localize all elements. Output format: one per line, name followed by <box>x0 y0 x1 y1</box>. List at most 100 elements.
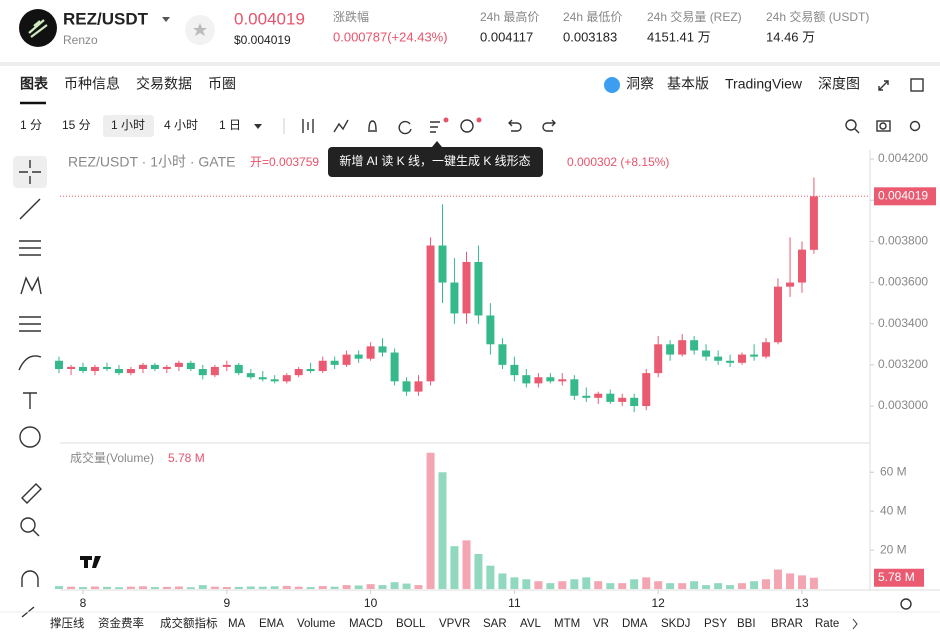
indicator[interactable]: VR <box>593 618 609 630</box>
candle-body <box>654 344 663 374</box>
x-tick-label: 9 <box>223 596 230 610</box>
volume-bar <box>438 472 447 589</box>
interval-dropdown[interactable] <box>254 124 262 129</box>
candle-body <box>103 366 112 369</box>
volume-bar <box>354 585 363 589</box>
indicator[interactable]: BOLL <box>396 618 426 630</box>
candle-body <box>426 245 435 382</box>
tab-right[interactable]: TradingView <box>725 76 803 92</box>
indicator[interactable]: AVL <box>520 618 541 630</box>
interval[interactable]: 4 小时 <box>164 118 198 132</box>
volume-bar <box>474 553 483 589</box>
volume-bar <box>618 583 627 589</box>
candle-body <box>498 344 507 365</box>
candle-body <box>809 196 818 250</box>
candle-body <box>246 373 255 378</box>
volume-bar <box>402 583 411 589</box>
indicator[interactable]: 撑压线 <box>50 616 85 630</box>
indicator[interactable]: MA <box>228 618 246 630</box>
indicator[interactable]: MTM <box>554 618 580 630</box>
settings-icon[interactable] <box>900 598 912 610</box>
candle-body <box>162 366 171 369</box>
candle-body <box>750 354 759 357</box>
tab-right[interactable]: 洞察 <box>626 76 654 92</box>
tab[interactable]: 币圈 <box>208 76 236 92</box>
indicator[interactable]: SAR <box>483 618 507 630</box>
drawing-tools[interactable] <box>18 160 42 618</box>
volume-bar <box>234 586 243 589</box>
indicator[interactable]: DMA <box>622 618 648 630</box>
y-tick-label: 0.004200 <box>878 151 928 165</box>
interval[interactable]: 1 分 <box>20 118 42 132</box>
price: 0.004019 <box>234 9 305 28</box>
pair-dropdown[interactable] <box>162 17 170 22</box>
tab-right[interactable]: 基本版 <box>667 76 709 92</box>
indicator[interactable]: EMA <box>259 618 284 630</box>
tooltip-arrow <box>432 141 442 147</box>
candle-body <box>570 379 579 396</box>
volume-bar <box>654 581 663 589</box>
indicator-arrow[interactable] <box>852 618 858 630</box>
indicator[interactable]: BBI <box>737 618 756 630</box>
candle-body <box>546 377 555 382</box>
interval[interactable]: 15 分 <box>62 118 91 132</box>
volume-bar <box>809 577 818 589</box>
badge <box>443 117 449 123</box>
candle-body <box>582 395 591 398</box>
volume-bar <box>773 569 782 589</box>
tab[interactable]: 交易数据 <box>136 76 192 92</box>
candle-body <box>67 366 76 369</box>
header-bg <box>0 0 940 62</box>
top-right-icons[interactable] <box>878 78 924 92</box>
y-tick-label: 0.003600 <box>878 275 928 289</box>
indicator[interactable]: BRAR <box>771 618 803 630</box>
candle-body <box>390 352 399 382</box>
indicator[interactable]: 成交额指标 <box>160 616 218 630</box>
coin-logo-mark <box>28 19 48 38</box>
candle-body <box>294 368 303 376</box>
volume-bar <box>630 579 639 589</box>
candle-body <box>522 375 531 384</box>
volume-bar <box>426 452 435 589</box>
volume-bar <box>103 586 112 589</box>
y-tick-label: 60 M <box>880 464 907 478</box>
toolbar-icons[interactable] <box>302 119 921 135</box>
star-icon <box>193 23 207 36</box>
indicator[interactable]: Rate <box>815 618 839 630</box>
tooltip <box>328 147 543 177</box>
y-tick-label: 0.003200 <box>878 357 928 371</box>
candle-body <box>90 366 99 372</box>
candle-body <box>282 375 291 382</box>
pair[interactable]: REZ/USDT <box>63 9 149 28</box>
indicator[interactable]: PSY <box>704 618 727 630</box>
candle-body <box>258 377 267 380</box>
x-tick-label: 13 <box>795 596 809 610</box>
stat-label: 24h 交易额 (USDT) <box>766 9 869 24</box>
tab-right[interactable]: 深度图 <box>818 76 860 92</box>
interval[interactable]: 1 日 <box>219 118 241 132</box>
stat-value: 14.46 万 <box>766 29 815 44</box>
interval[interactable]: 1 小时 <box>111 118 145 132</box>
y-tick-label: 0.003400 <box>878 316 928 330</box>
candle-body <box>378 346 387 353</box>
tab[interactable]: 币种信息 <box>64 76 120 92</box>
indicator[interactable]: MACD <box>349 618 383 630</box>
volume-bar <box>306 587 315 589</box>
candle-body <box>174 362 183 367</box>
indicator[interactable]: Volume <box>297 618 335 630</box>
indicator[interactable]: VPVR <box>439 618 470 630</box>
x-tick-label: 12 <box>652 596 666 610</box>
volume-bar <box>138 586 147 589</box>
candle-body <box>618 397 627 402</box>
volume-bar <box>282 585 291 589</box>
candle-body <box>690 340 699 351</box>
volume-bar <box>750 581 759 589</box>
interval-selected-bg <box>103 115 154 137</box>
indicator[interactable]: SKDJ <box>661 618 690 630</box>
candle-body <box>186 362 195 369</box>
volume-bar <box>462 540 471 589</box>
volume-bar <box>678 583 687 589</box>
tab[interactable]: 图表 <box>20 76 49 92</box>
coin-logo <box>19 9 57 47</box>
indicator[interactable]: 资金费率 <box>98 616 144 630</box>
